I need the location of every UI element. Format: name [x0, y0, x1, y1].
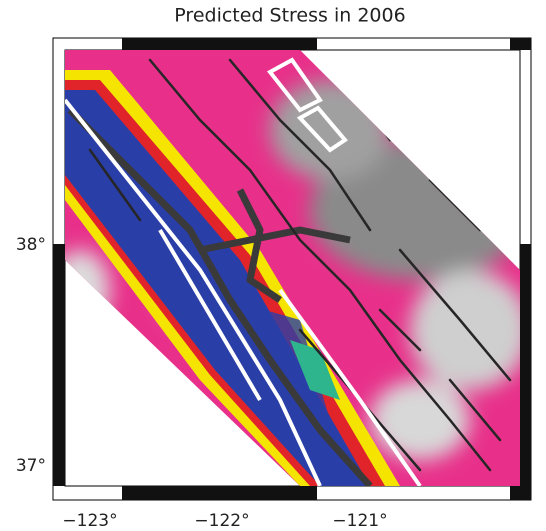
map-figure: Predicted Stress in 2006: [0, 0, 546, 531]
y-tick-label: 37°: [16, 456, 46, 476]
map-title: Predicted Stress in 2006: [174, 5, 405, 27]
y-tick-label: 38°: [16, 235, 46, 255]
x-tick-label: −123°: [62, 511, 117, 531]
x-tick-label: −121°: [332, 511, 387, 531]
x-tick-label: −122°: [194, 511, 249, 531]
